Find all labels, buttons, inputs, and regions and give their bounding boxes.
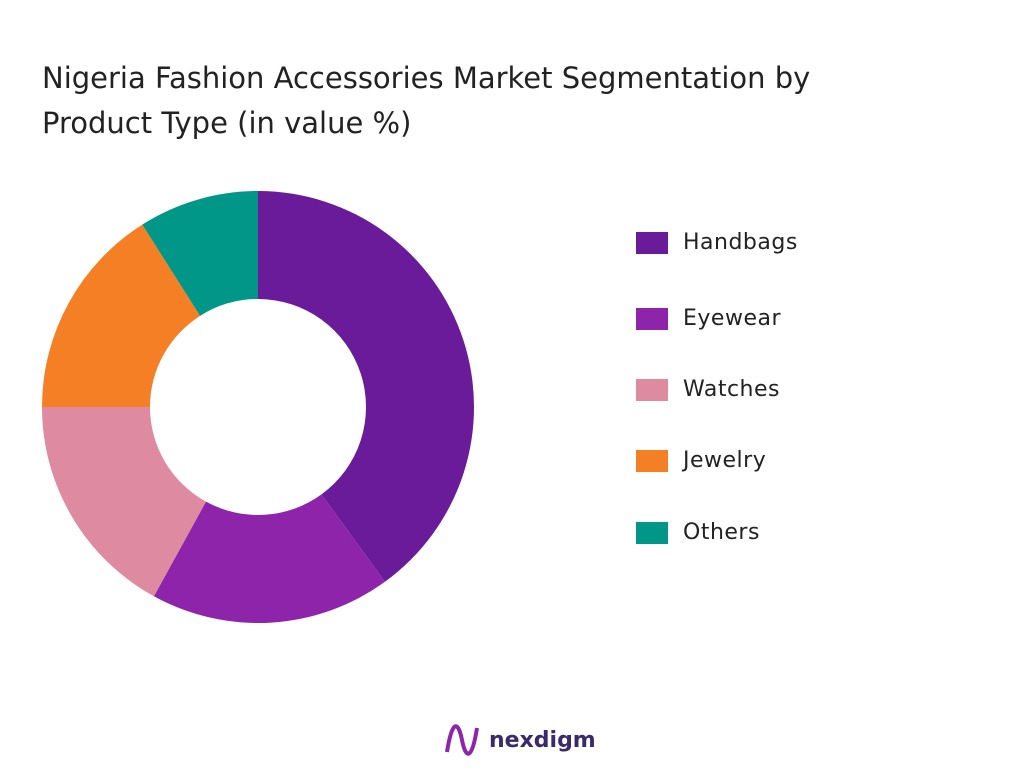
chart-title: Product Type (in value %) xyxy=(42,106,411,140)
slice xyxy=(153,494,385,623)
legend-label: Others xyxy=(683,520,760,545)
slice xyxy=(142,191,258,316)
legend-label: Eyewear xyxy=(683,306,781,331)
logo: nexdigm xyxy=(445,724,596,756)
legend-swatch xyxy=(636,308,668,330)
legend-swatch xyxy=(636,450,668,472)
slice xyxy=(41,407,206,597)
slice xyxy=(42,224,201,407)
legend-label: Handbags xyxy=(683,230,798,255)
legend-label: Jewelry xyxy=(681,448,766,473)
legend-swatch xyxy=(636,379,668,401)
slice xyxy=(258,191,475,582)
legend-label: Watches xyxy=(683,377,780,402)
legend-swatch xyxy=(636,232,668,254)
chart-title: Nigeria Fashion Accessories Market Segme… xyxy=(42,61,810,95)
logo-mark xyxy=(445,724,479,756)
legend-swatch xyxy=(636,522,668,544)
brand: nexdigm xyxy=(489,728,596,753)
